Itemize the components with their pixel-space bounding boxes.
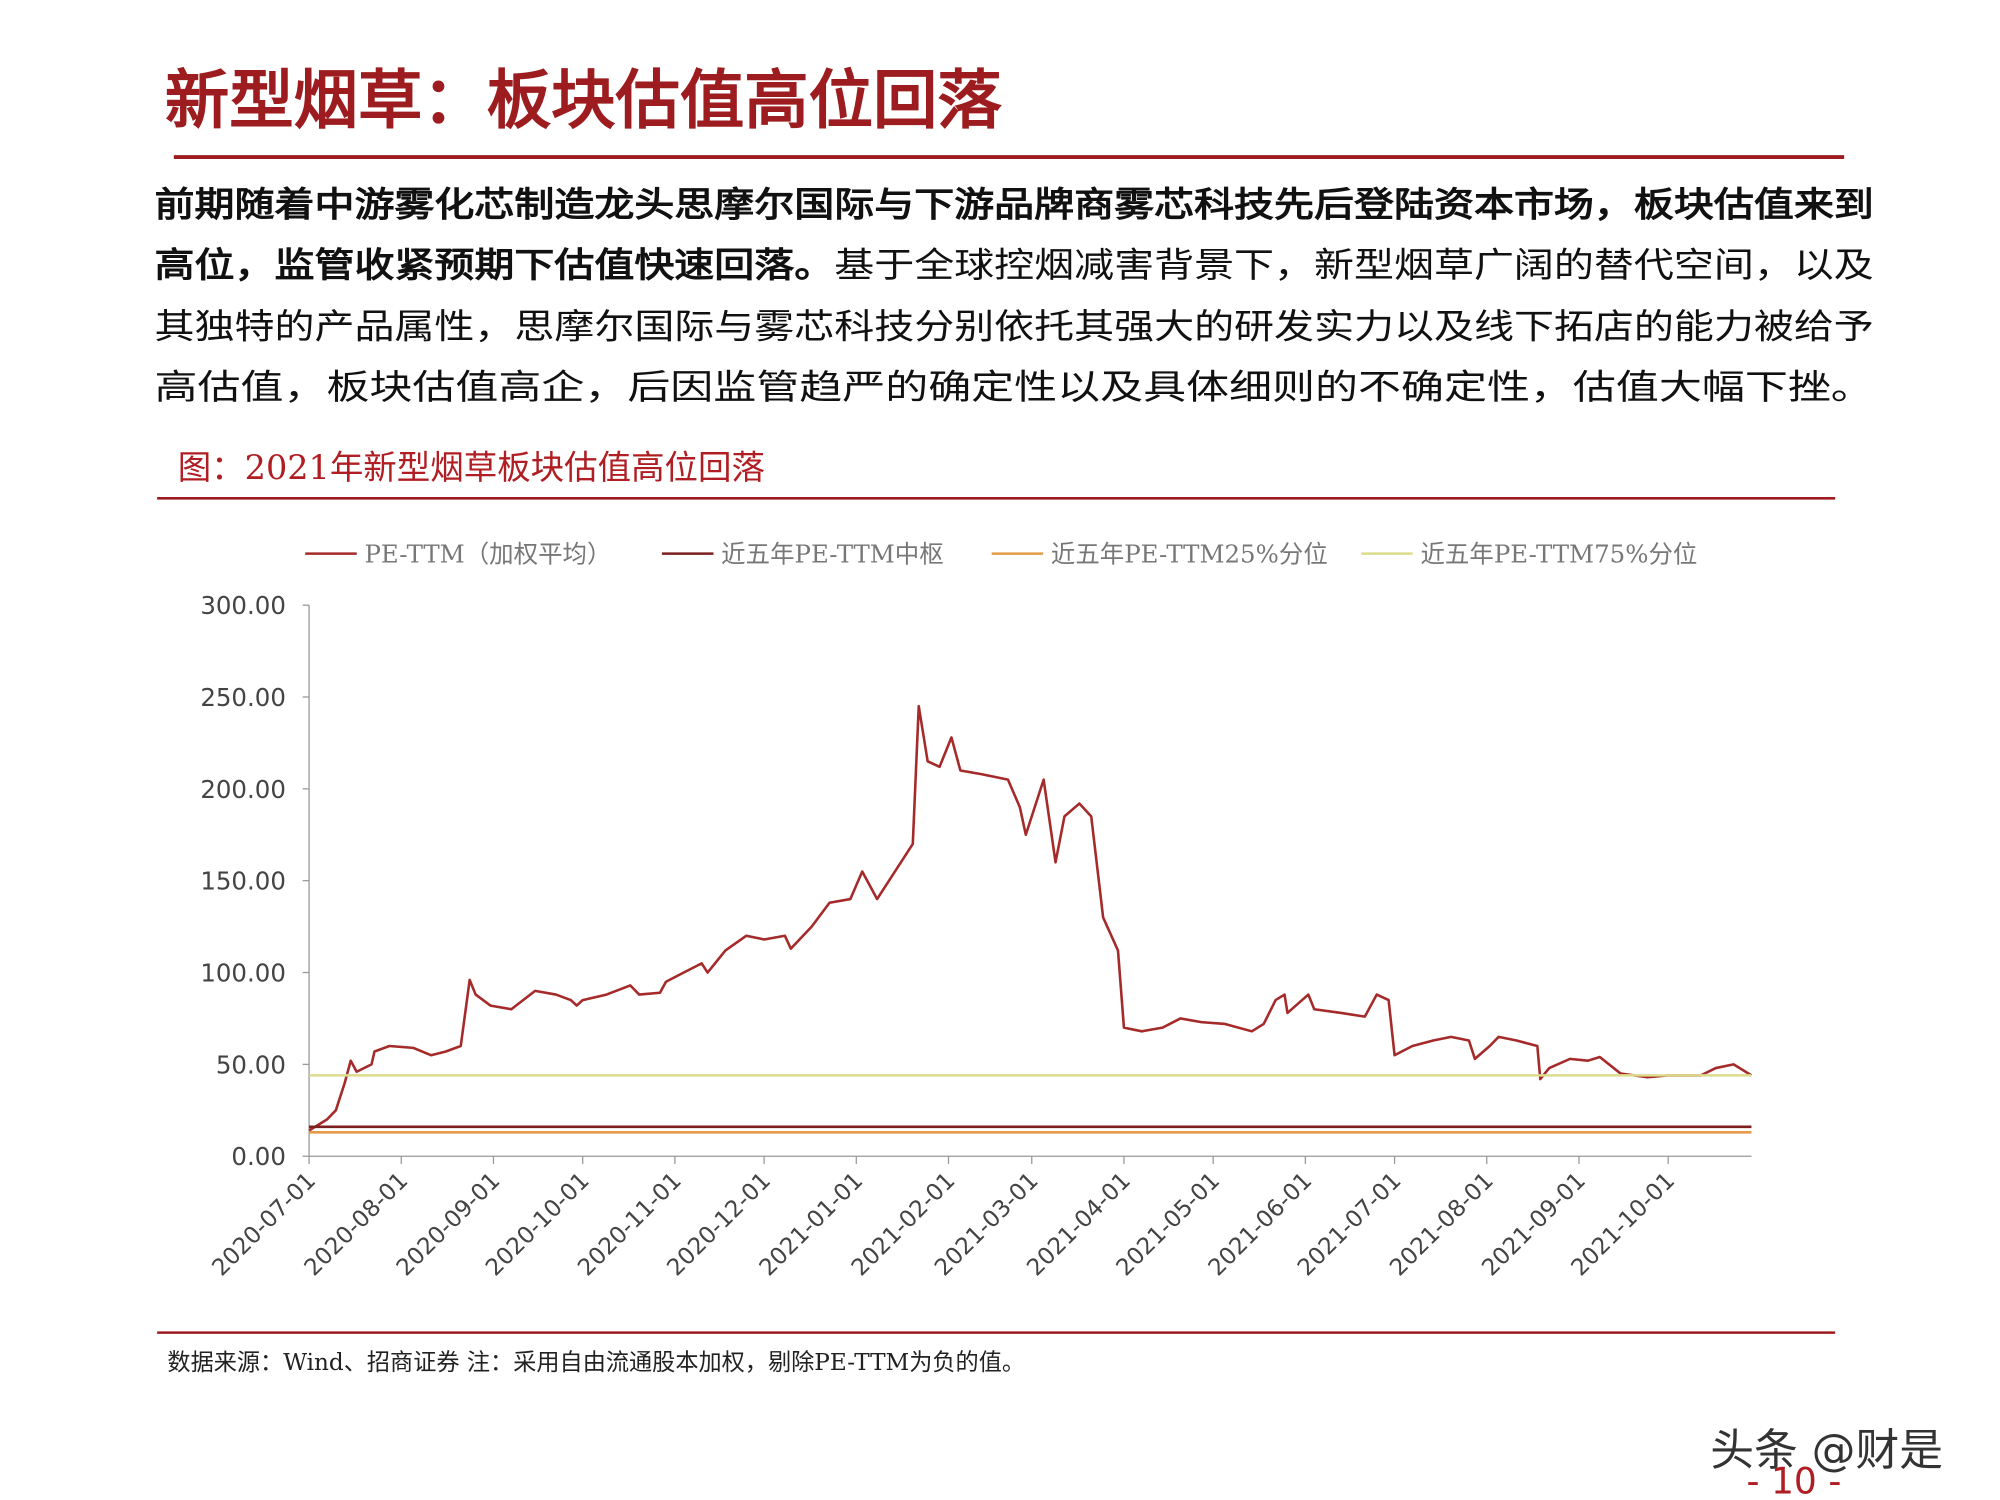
- legend-label: 近五年PE-TTM中枢: [721, 540, 944, 569]
- paragraph-text: 高位，监管收紧预期下估值快速回落。: [155, 246, 835, 286]
- legend-label: 近五年PE-TTM75%分位: [1420, 540, 1697, 569]
- legend-label: 近五年PE-TTM25%分位: [1051, 540, 1328, 569]
- y-tick-label: 200.00: [200, 775, 286, 804]
- y-tick-label: 0.00: [231, 1142, 285, 1171]
- y-tick-label: 300.00: [200, 591, 286, 620]
- slide-title: 新型烟草：板块估值高位回落: [165, 63, 1003, 138]
- y-tick-label: 100.00: [200, 959, 286, 988]
- y-tick-label: 150.00: [200, 867, 286, 896]
- paragraph-line: 其独特的产品属性，思摩尔国际与雾芯科技分别依托其强大的研发实力以及线下拓店的能力…: [155, 308, 1874, 348]
- paragraph-text: 前期随着中游雾化芯制造龙头思摩尔国际与下游品牌商雾芯科技先后登陆资本市场，板块估…: [155, 185, 1874, 225]
- paragraph-text: 其独特的产品属性，思摩尔国际与雾芯科技分别依托其强大的研发实力以及线下拓店的能力…: [155, 308, 1874, 348]
- y-tick-label: 50.00: [216, 1050, 286, 1079]
- paragraph-line: 高估值，板块估值高企，后因监管趋严的确定性以及具体细则的不确定性，估值大幅下挫。: [155, 368, 1874, 408]
- paragraph-line: 前期随着中游雾化芯制造龙头思摩尔国际与下游品牌商雾芯科技先后登陆资本市场，板块估…: [155, 185, 1874, 225]
- paragraph-text: 高估值，板块估值高企，后因监管趋严的确定性以及具体细则的不确定性，估值大幅下挫。: [155, 368, 1874, 408]
- page-number: - 10 -: [1747, 1461, 1842, 1500]
- paragraph-line: 高位，监管收紧预期下估值快速回落。 基于全球控烟减害背景下，新型烟草广阔的替代空间…: [155, 246, 1874, 286]
- chart-caption: 图：2021年新型烟草板块估值高位回落: [178, 448, 765, 487]
- y-tick-label: 250.00: [200, 683, 286, 712]
- paragraph-text: 基于全球控烟减害背景下，新型烟草广阔的替代空间，以及: [834, 246, 1874, 286]
- legend-label: PE-TTM（加权平均）: [364, 540, 611, 569]
- source-note: 数据来源：Wind、招商证券 注：采用自由流通股本加权，剔除PE-TTM为负的值…: [167, 1349, 1025, 1376]
- data-line: [308, 704, 1753, 1132]
- watermark: 头条 @财是: [1710, 1425, 1943, 1476]
